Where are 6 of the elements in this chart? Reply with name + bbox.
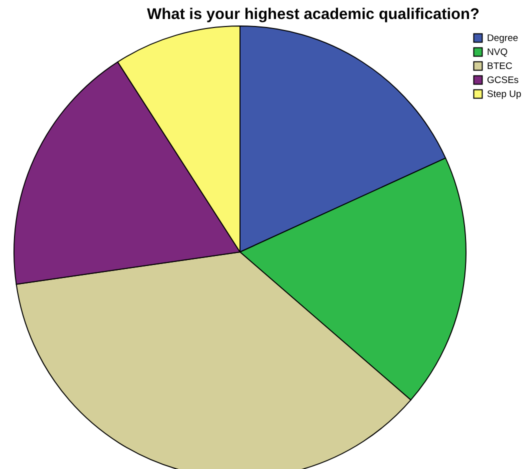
legend-label: NVQ bbox=[487, 47, 508, 58]
legend-label: BTEC bbox=[487, 61, 512, 72]
chart-title: What is your highest academic qualification? bbox=[147, 6, 480, 23]
legend-label: Step Up bbox=[487, 89, 522, 100]
legend-label: Degree bbox=[487, 33, 518, 44]
legend-label: GCSEs bbox=[487, 75, 519, 86]
